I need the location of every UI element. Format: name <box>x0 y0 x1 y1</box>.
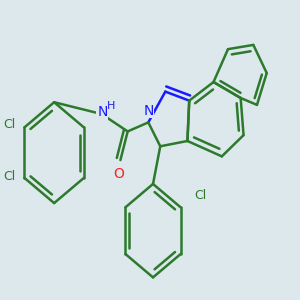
Text: Cl: Cl <box>194 189 207 202</box>
Text: O: O <box>113 167 124 181</box>
Text: N: N <box>143 104 154 118</box>
Text: Cl: Cl <box>3 170 15 183</box>
Text: N: N <box>97 105 107 119</box>
Text: Cl: Cl <box>3 118 15 131</box>
Text: H: H <box>106 101 115 111</box>
